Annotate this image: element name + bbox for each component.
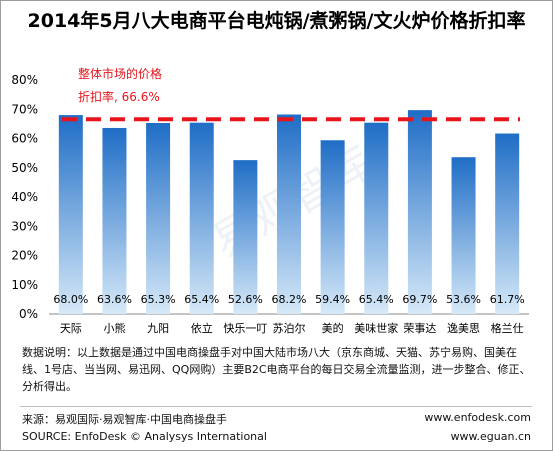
y-tick-label: 40% [11,190,38,204]
x-axis-tick-labels: 天际 小熊 九阳 依立 快乐一叮 苏泊尔 美的 美味世家 荣事达 逸美思 格兰仕 [60,321,524,335]
value-label: 65.4% [184,293,219,306]
value-label: 53.6% [446,293,481,306]
x-tick-label: 苏泊尔 [273,322,306,335]
bar [58,115,83,314]
url-enfodesk: www.enfodesk.com [424,411,531,424]
bar [407,110,432,314]
x-tick-label: 九阳 [147,322,169,335]
value-label: 52.6% [228,293,263,306]
y-tick-label: 60% [11,132,38,146]
value-label: 68.0% [53,293,88,306]
y-tick-label: 0% [19,307,38,321]
y-tick-label: 30% [11,219,38,233]
reference-label-line1: 整体市场的价格 [78,66,162,81]
reference-label-line2: 折扣率, 66.6% [78,89,160,104]
x-tick-label: 小熊 [103,321,125,335]
bars [58,110,520,314]
bar [189,122,214,314]
bar [277,114,301,314]
bar [320,140,345,314]
value-label: 59.4% [315,293,350,306]
y-axis-tick-labels: 0% 10% 20% 30% 40% 50% 60% 70% 80% [11,73,38,321]
x-tick-label: 美味世家 [354,321,398,335]
value-label: 65.4% [359,293,394,306]
x-tick-label: 天际 [60,322,82,335]
source-en: SOURCE: EnfoDesk © Analysys Internationa… [22,430,267,443]
y-tick-label: 20% [11,249,38,263]
bar [451,157,476,314]
value-label: 65.3% [141,293,176,306]
x-tick-label: 荣事达 [403,322,436,335]
value-label: 61.7% [490,293,525,306]
bar [102,127,127,314]
bar [146,122,171,314]
source-cn: 来源：易观国际·易观智库·中国电商操盘手 [22,413,227,426]
x-tick-label: 依立 [191,321,213,335]
value-labels: 68.0% 63.6% 65.3% 65.4% 52.6% 68.2% 59.4% 65.4%… [53,293,524,306]
x-tick-label: 快乐一叮 [223,322,267,335]
value-label: 69.7% [402,293,437,306]
y-tick-label: 70% [11,102,38,116]
url-eguan: www.eguan.cn [450,430,531,443]
bar [495,133,520,314]
data-note: 数据说明：以上数据是通过中国电商操盘手对中国大陆市场八大（京东商城、天猫、苏宁易… [22,346,531,393]
value-label: 63.6% [97,293,132,306]
x-tick-label: 逸美思 [447,322,480,335]
footer-divider [20,406,532,407]
y-tick-label: 50% [11,161,38,175]
y-tick-label: 10% [11,278,38,292]
x-tick-label: 美的 [322,321,344,335]
bar [364,122,389,314]
value-label: 68.2% [272,293,307,306]
x-tick-label: 格兰仕 [491,321,524,335]
chart-title: 2014年5月八大电商平台电炖锅/煮粥锅/文火炉价格折扣率 [27,10,526,32]
y-tick-label: 80% [11,73,38,87]
bar [233,160,258,314]
